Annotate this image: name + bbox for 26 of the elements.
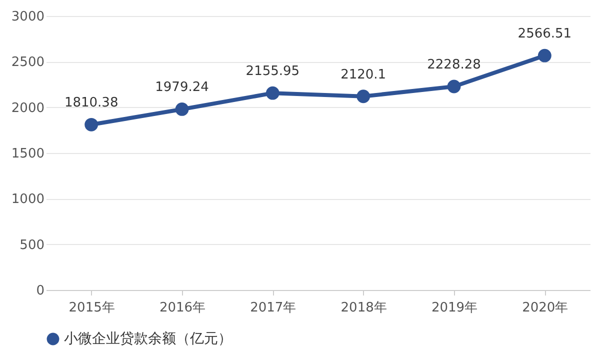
x-tick-label: 2016年	[159, 300, 206, 316]
y-tick-label: 3000	[11, 10, 44, 24]
y-tick-label: 500	[20, 238, 44, 253]
x-tick-label: 2018年	[340, 300, 387, 316]
point	[266, 86, 280, 100]
data-label: 2155.95	[246, 64, 300, 80]
point	[447, 80, 461, 94]
data-label: 2228.28	[427, 57, 481, 72]
point	[175, 102, 189, 116]
x-tick-label: 2020年	[522, 300, 568, 316]
data-label: 1810.38	[64, 96, 118, 111]
x-tick-label: 2019年	[431, 300, 478, 316]
y-tick-label: 2000	[11, 100, 44, 116]
data-label: 2566.51	[518, 26, 572, 42]
x-tick-label: 2017年	[250, 300, 296, 316]
point	[84, 118, 98, 132]
data-label: 1979.24	[155, 80, 209, 96]
y-tick-label: 0	[36, 284, 44, 298]
y-tick-label: 1500	[11, 146, 44, 162]
point	[356, 90, 370, 104]
y-tick-label: 2500	[11, 55, 44, 70]
data-label: 2120.1	[340, 67, 386, 82]
x-tick-label: 2015年	[68, 300, 115, 316]
y-tick-label: 1000	[11, 192, 44, 208]
point	[538, 48, 552, 62]
legend-label: 小微企业贷款余额（亿元）	[64, 331, 232, 347]
